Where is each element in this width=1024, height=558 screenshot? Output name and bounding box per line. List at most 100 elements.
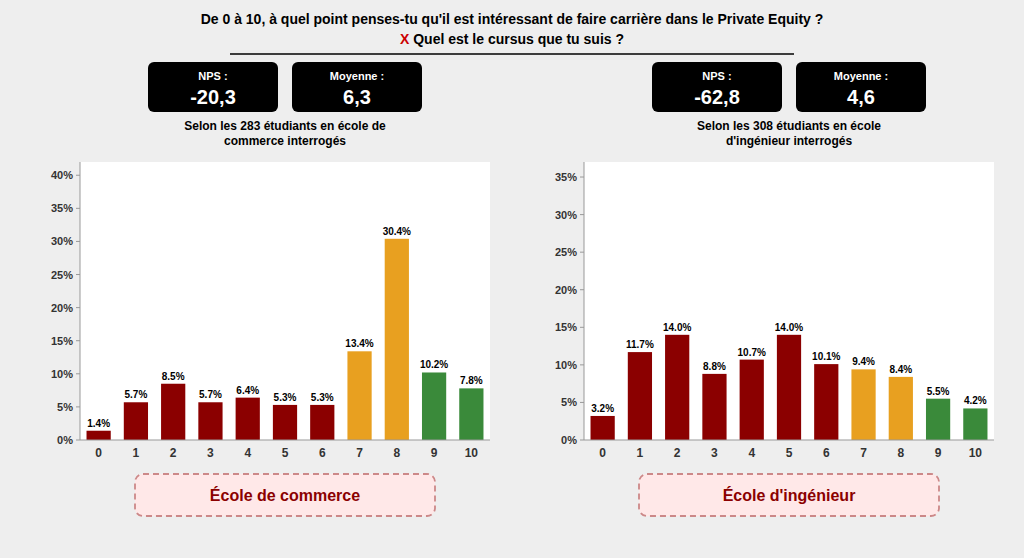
y-tick <box>76 175 80 176</box>
x-label: École d'ingénieur <box>723 486 856 504</box>
x-label-box <box>639 474 939 516</box>
y-tick-label: 5% <box>57 401 73 413</box>
bar <box>347 351 371 440</box>
y-tick <box>76 340 80 341</box>
y-tick-label: 35% <box>555 171 577 183</box>
kpi-value: 6,3 <box>343 86 371 108</box>
y-tick <box>580 214 584 215</box>
kpi-box-bg <box>652 62 782 112</box>
x-tick-label: 4 <box>748 446 755 460</box>
x-axis-line <box>584 440 994 441</box>
y-tick <box>580 327 584 328</box>
y-tick-label: 10% <box>51 368 73 380</box>
x-tick-label: 9 <box>431 446 438 460</box>
data-label: 9.4% <box>852 356 875 367</box>
y-tick <box>580 402 584 403</box>
data-label: 6.4% <box>236 385 259 396</box>
separator <box>230 53 794 55</box>
x-tick-label: 7 <box>860 446 867 460</box>
subtitle-rest: Quel est le cursus que tu suis ? <box>409 31 624 47</box>
data-label: 10.2% <box>420 359 448 370</box>
subtitle: X Quel est le cursus que tu suis ? <box>400 31 624 47</box>
bar <box>161 384 185 440</box>
plot-area <box>584 162 994 440</box>
data-label: 14.0% <box>663 322 691 333</box>
bar-chart: NPS :-62,8Moyenne :4,6Selon les 308 étud… <box>555 62 994 516</box>
y-tick <box>76 307 80 308</box>
x-tick-label: 10 <box>969 446 983 460</box>
y-tick-label: 35% <box>51 202 73 214</box>
x-tick-label: 1 <box>637 446 644 460</box>
y-tick-label: 40% <box>51 169 73 181</box>
bar <box>926 399 950 440</box>
y-tick <box>580 440 584 441</box>
kpi-label: NPS : <box>702 70 731 82</box>
bar <box>628 352 652 440</box>
bar-chart: NPS :-20,3 Moyenne : 6,3 Selon les 283 étud… <box>51 62 490 516</box>
chart-title-line: d'ingénieur interrogés <box>726 134 853 148</box>
title: De 0 à 10, à quel point penses-tu qu'il … <box>201 11 824 27</box>
bar <box>87 431 111 440</box>
data-label: 10.1% <box>812 351 840 362</box>
x-label: École de commerce <box>210 486 360 504</box>
kpi-box-bg <box>292 62 422 112</box>
chart-title: Selon les 308 étudiants en écoled'ingéni… <box>697 119 881 148</box>
y-tick-label: 15% <box>51 335 73 347</box>
bar <box>422 372 446 440</box>
bar <box>851 369 875 440</box>
y-tick-label: 10% <box>555 359 577 371</box>
bar <box>124 402 148 440</box>
x-tick-label: 7 <box>356 446 363 460</box>
chart-title: Selon les 283 étudiants en école decomme… <box>184 119 386 148</box>
x-axis-line <box>80 440 490 441</box>
y-tick <box>76 274 80 275</box>
x-tick-label: 2 <box>674 446 681 460</box>
kpi-box: Moyenne :4,6 <box>796 62 926 112</box>
bars <box>87 239 484 440</box>
bars <box>591 335 988 440</box>
y-tick <box>580 364 584 365</box>
y-tick <box>76 241 80 242</box>
y-tick-label: 20% <box>555 284 577 296</box>
y-tick-label: 30% <box>51 235 73 247</box>
x-tick-label: 6 <box>823 446 830 460</box>
data-label: 8.5% <box>162 371 185 382</box>
x-tick-label: 5 <box>786 446 793 460</box>
bar <box>310 405 334 440</box>
x-tick-label: 10 <box>465 446 479 460</box>
kpi-label: Moyenne : <box>330 70 384 82</box>
x-tick-label: 1 <box>133 446 140 460</box>
bar <box>740 360 764 440</box>
bar <box>814 364 838 440</box>
chart-page: De 0 à 10, à quel point penses-tu qu'il … <box>0 0 1024 558</box>
y-tick-label: 0% <box>57 434 73 446</box>
bar <box>963 408 987 440</box>
y-tick <box>76 440 80 441</box>
y-axis-line <box>80 162 81 440</box>
x-tick-label: 3 <box>207 446 214 460</box>
plot-area <box>80 162 490 440</box>
bar <box>777 335 801 440</box>
data-label: 10.7% <box>738 347 766 358</box>
x-label-box <box>135 474 435 516</box>
y-tick <box>580 289 584 290</box>
kpi-label: NPS : <box>198 70 227 82</box>
data-label: 4.2% <box>964 395 987 406</box>
x-tick-label: 5 <box>282 446 289 460</box>
kpi-box: NPS :-20,3 <box>148 62 278 112</box>
data-label: 5.3% <box>311 392 334 403</box>
x-tick-label: 8 <box>897 446 904 460</box>
data-label: 1.4% <box>87 418 110 429</box>
data-label: 7.8% <box>460 375 483 386</box>
kpi-box-bg <box>148 62 278 112</box>
kpi-label: Moyenne : <box>834 70 888 82</box>
bar <box>236 398 260 440</box>
data-labels: 3.2%11.7%14.0%8.8%10.7%14.0%10.1%9.4%8.4… <box>591 322 987 414</box>
x-tick-label: 3 <box>711 446 718 460</box>
y-tick <box>76 406 80 407</box>
data-label: 30.4% <box>383 226 411 237</box>
y-tick-label: 30% <box>555 209 577 221</box>
y-tick-label: 25% <box>555 246 577 258</box>
background <box>0 0 1024 558</box>
data-label: 8.8% <box>703 361 726 372</box>
